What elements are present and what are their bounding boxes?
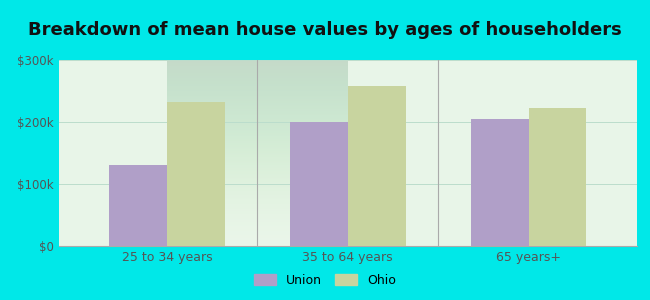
Bar xyxy=(528,108,586,246)
Bar xyxy=(167,102,225,246)
Text: Breakdown of mean house values by ages of householders: Breakdown of mean house values by ages o… xyxy=(28,21,622,39)
Bar xyxy=(471,119,528,246)
Bar xyxy=(290,122,348,246)
Legend: Union, Ohio: Union, Ohio xyxy=(250,270,400,291)
Bar xyxy=(109,165,167,246)
Bar xyxy=(348,86,406,246)
